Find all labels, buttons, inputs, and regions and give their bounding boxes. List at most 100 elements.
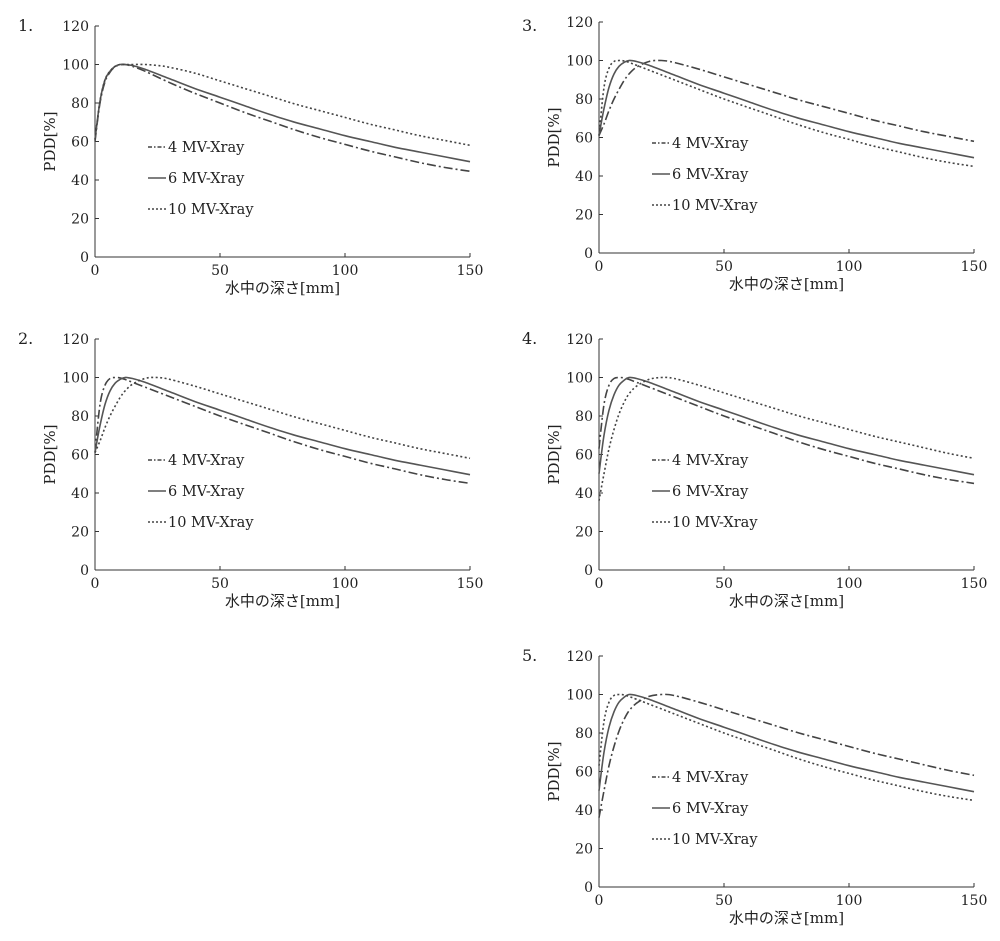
y-tick-label: 20 — [575, 525, 593, 541]
pdd-chart-5: 0 20 40 60 80 100 120 0 50 100 150 水中の深さ[mm] PDD[%] 4… — [545, 649, 988, 927]
series-line-2 — [94, 63, 471, 163]
series-line-1 — [598, 59, 975, 143]
legend-label-1: 4 MV-Xray — [168, 140, 245, 156]
y-tick-label: 40 — [71, 486, 89, 502]
y-tick-label: 120 — [62, 19, 89, 35]
y-tick-label: 20 — [71, 525, 89, 541]
legend-label-3: 10 MV-Xray — [168, 202, 254, 218]
y-tick-label: 40 — [575, 486, 593, 502]
x-tick-label: 100 — [332, 576, 359, 592]
legend-label-1: 4 MV-Xray — [672, 136, 749, 152]
x-tick-label: 150 — [961, 576, 988, 592]
y-tick-label: 20 — [575, 842, 593, 858]
panel-number: 3. — [522, 16, 538, 35]
x-tick-label: 50 — [211, 263, 229, 279]
y-tick-label: 20 — [71, 212, 89, 228]
x-tick-label: 0 — [595, 893, 604, 909]
y-tick-label: 60 — [71, 135, 89, 151]
panel-number: 4. — [522, 329, 538, 348]
y-tick-label: 120 — [566, 649, 593, 665]
x-axis-label: 水中の深さ[mm] — [729, 275, 844, 293]
y-axis-label: PDD[%] — [41, 424, 59, 484]
chart-panel-4: 4. 0 20 40 60 80 100 120 0 50 100 150 水中の深さ[mm] PDD[… — [504, 313, 1000, 623]
legend-label-3: 10 MV-Xray — [168, 515, 254, 531]
x-axis-label: 水中の深さ[mm] — [729, 592, 844, 610]
x-tick-label: 0 — [595, 259, 604, 275]
x-tick-label: 50 — [715, 576, 733, 592]
legend-label-1: 4 MV-Xray — [672, 453, 749, 469]
y-axis-label: PDD[%] — [545, 424, 563, 484]
series-line-2 — [598, 693, 975, 793]
series-line-1 — [598, 376, 975, 485]
chart-panel-2: 2. 0 20 40 60 80 100 120 0 50 100 150 水中の深さ[mm] PDD[… — [0, 313, 490, 623]
x-tick-label: 50 — [211, 576, 229, 592]
y-tick-label: 60 — [575, 448, 593, 464]
legend-label-3: 10 MV-Xray — [672, 832, 758, 848]
x-tick-label: 150 — [457, 576, 484, 592]
y-tick-label: 0 — [584, 880, 593, 896]
y-axis-label: PDD[%] — [545, 107, 563, 167]
y-tick-label: 120 — [62, 332, 89, 348]
legend-label-2: 6 MV-Xray — [168, 484, 245, 500]
y-tick-label: 80 — [575, 409, 593, 425]
series-line-1 — [598, 693, 975, 818]
y-tick-label: 40 — [71, 173, 89, 189]
x-tick-label: 150 — [961, 259, 988, 275]
y-tick-label: 100 — [566, 371, 593, 387]
y-tick-label: 60 — [575, 131, 593, 147]
x-tick-label: 0 — [91, 576, 100, 592]
x-tick-label: 100 — [836, 893, 863, 909]
series-line-2 — [598, 376, 975, 476]
y-tick-label: 100 — [62, 58, 89, 74]
y-tick-label: 60 — [71, 448, 89, 464]
legend-label-2: 6 MV-Xray — [168, 171, 245, 187]
y-tick-label: 100 — [62, 371, 89, 387]
x-tick-label: 100 — [836, 259, 863, 275]
y-axis-label: PDD[%] — [545, 741, 563, 801]
series-line-1 — [94, 376, 471, 485]
series-line-3 — [598, 59, 975, 168]
legend-label-1: 4 MV-Xray — [168, 453, 245, 469]
x-tick-label: 50 — [715, 893, 733, 909]
y-tick-label: 0 — [584, 246, 593, 262]
x-axis-label: 水中の深さ[mm] — [729, 909, 844, 927]
pdd-chart-3: 0 20 40 60 80 100 120 0 50 100 150 水中の深さ[mm] PDD[%] 4… — [545, 15, 988, 293]
panel-number: 2. — [18, 329, 34, 348]
x-tick-label: 100 — [332, 263, 359, 279]
pdd-chart-1: 0 20 40 60 80 100 120 0 50 100 150 水中の深さ[mm] PDD[%] 4… — [41, 19, 484, 297]
y-tick-label: 80 — [71, 96, 89, 112]
y-tick-label: 100 — [566, 688, 593, 704]
series-line-3 — [598, 693, 975, 802]
legend-label-2: 6 MV-Xray — [672, 801, 749, 817]
panel-number: 5. — [522, 646, 538, 665]
x-tick-label: 50 — [715, 259, 733, 275]
y-tick-label: 120 — [566, 15, 593, 31]
series-line-3 — [94, 376, 471, 460]
y-tick-label: 20 — [575, 208, 593, 224]
y-tick-label: 40 — [575, 169, 593, 185]
legend-label-2: 6 MV-Xray — [672, 167, 749, 183]
y-tick-label: 0 — [584, 563, 593, 579]
x-tick-label: 0 — [595, 576, 604, 592]
y-tick-label: 100 — [566, 54, 593, 70]
legend-label-2: 6 MV-Xray — [672, 484, 749, 500]
series-line-3 — [94, 63, 471, 147]
y-tick-label: 60 — [575, 765, 593, 781]
y-tick-label: 0 — [80, 563, 89, 579]
x-tick-label: 150 — [457, 263, 484, 279]
y-tick-label: 80 — [575, 726, 593, 742]
chart-panel-5: 5. 0 20 40 60 80 100 120 0 50 100 150 水中の深さ[mm] PDD[… — [504, 630, 1000, 937]
y-tick-label: 40 — [575, 803, 593, 819]
y-tick-label: 80 — [575, 92, 593, 108]
y-tick-label: 0 — [80, 250, 89, 266]
x-tick-label: 150 — [961, 893, 988, 909]
y-tick-label: 120 — [566, 332, 593, 348]
pdd-chart-4: 0 20 40 60 80 100 120 0 50 100 150 水中の深さ[mm] PDD[%] 4… — [545, 332, 988, 610]
legend-label-3: 10 MV-Xray — [672, 198, 758, 214]
x-axis-label: 水中の深さ[mm] — [225, 279, 340, 297]
series-line-3 — [598, 376, 975, 501]
y-tick-label: 80 — [71, 409, 89, 425]
pdd-chart-2: 0 20 40 60 80 100 120 0 50 100 150 水中の深さ[mm] PDD[%] 4… — [41, 332, 484, 610]
x-tick-label: 100 — [836, 576, 863, 592]
chart-panel-3: 3. 0 20 40 60 80 100 120 0 50 100 150 水中の深さ[mm] PDD[… — [504, 0, 1000, 306]
